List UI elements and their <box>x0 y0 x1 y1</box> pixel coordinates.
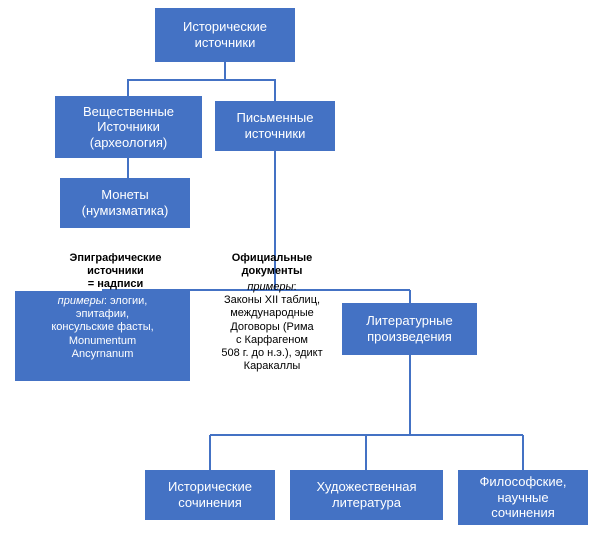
label-text: Договоры (Рима <box>230 321 313 334</box>
label-text: Эпиграфические <box>70 252 162 265</box>
label-official_body: примеры:Законы XII таблиц,международныеД… <box>202 277 342 377</box>
node-text: (археология) <box>90 135 168 151</box>
node-coins: Монеты(нумизматика) <box>60 178 190 228</box>
node-text: источники <box>245 126 306 142</box>
node-material: ВещественныеИсточники(археология) <box>55 96 202 158</box>
node-text: (нумизматика) <box>82 203 169 219</box>
label-epigraphic_body: примеры: элогии,эпитафии,консульские фас… <box>15 291 190 381</box>
node-text: Исторические <box>168 479 252 495</box>
label-text: эпитафии, <box>76 308 129 321</box>
node-text: Литературные <box>366 313 452 329</box>
label-text: Monumentum <box>69 335 136 348</box>
node-literary: Литературныепроизведения <box>342 303 477 355</box>
node-text: Монеты <box>101 187 148 203</box>
node-root: Историческиеисточники <box>155 8 295 62</box>
node-text: Исторические <box>183 19 267 35</box>
node-text: сочинения <box>491 505 555 521</box>
label-text: международные <box>230 307 314 320</box>
label-text: 508 г. до н.э.), эдикт <box>221 347 322 360</box>
connector <box>128 62 225 96</box>
node-text: Источники <box>97 119 160 135</box>
node-written: Письменныеисточники <box>215 101 335 151</box>
node-text: Письменные <box>237 110 314 126</box>
node-text: Художественная <box>316 479 416 495</box>
label-text: консульские фасты, <box>51 321 153 334</box>
label-text: Официальные <box>232 252 313 265</box>
label-text: источники <box>87 265 144 278</box>
label-text: Каракаллы <box>244 360 301 373</box>
node-phil: Философские,научныесочинения <box>458 470 588 525</box>
label-text: примеры: <box>247 281 296 294</box>
node-text: сочинения <box>178 495 242 511</box>
node-text: Вещественные <box>83 104 174 120</box>
label-text: примеры: элогии, <box>58 295 148 308</box>
label-text: с Карфагеном <box>236 334 308 347</box>
connector <box>225 62 275 101</box>
node-text: литература <box>332 495 401 511</box>
diagram-canvas: ИсторическиеисточникиВещественныеИсточни… <box>0 0 614 553</box>
node-text: научные <box>497 490 548 506</box>
node-text: произведения <box>367 329 452 345</box>
label-epigraphic_title: Эпиграфическиеисточники= надписи <box>38 248 193 296</box>
node-text: Философские, <box>480 474 567 490</box>
node-text: источники <box>195 35 256 51</box>
node-art: Художественнаялитература <box>290 470 443 520</box>
label-text: = надписи <box>88 278 144 291</box>
node-hist: Историческиесочинения <box>145 470 275 520</box>
label-text: Законы XII таблиц, <box>224 294 320 307</box>
label-text: Ancyrnanum <box>72 348 134 361</box>
